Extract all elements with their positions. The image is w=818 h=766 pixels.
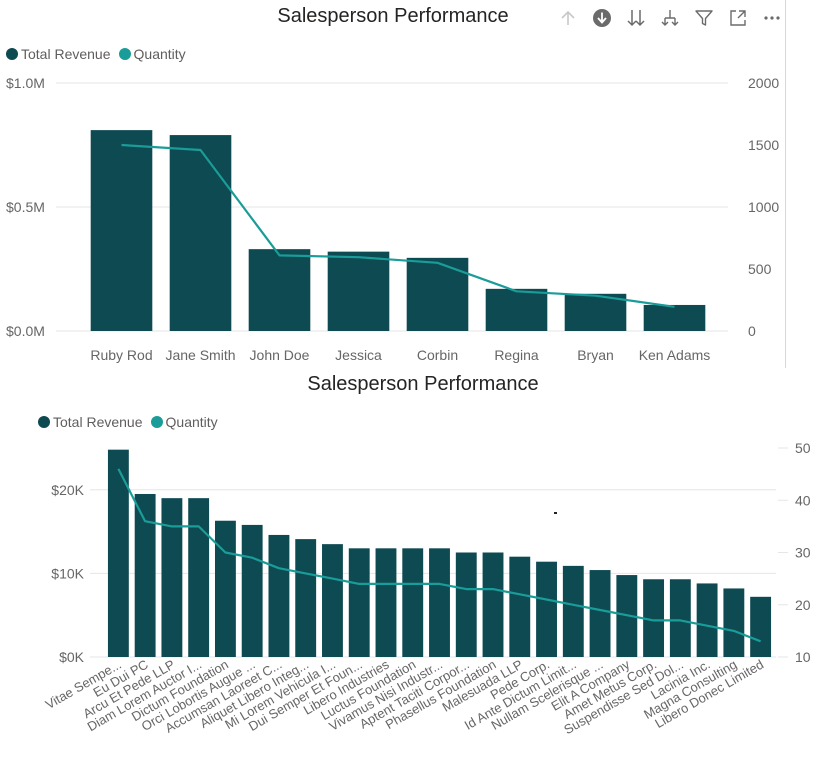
bar bbox=[589, 570, 611, 657]
chart-legend: Total Revenue Quantity bbox=[6, 46, 194, 62]
y-right-tick-label: 0 bbox=[748, 323, 756, 339]
y-left-tick-label: $0.0M bbox=[6, 323, 45, 339]
y-left-tick-label: $10K bbox=[51, 565, 84, 581]
focus-mode-icon[interactable] bbox=[726, 8, 750, 28]
bar bbox=[268, 534, 290, 657]
bottom-chart-panel: Salesperson Performance Total Revenue Qu… bbox=[0, 370, 818, 766]
bar bbox=[482, 552, 504, 657]
bar bbox=[643, 304, 706, 331]
bar bbox=[375, 548, 397, 657]
legend-item-quantity[interactable]: Quantity bbox=[150, 414, 218, 430]
bar bbox=[322, 544, 343, 657]
legend-dot-icon bbox=[6, 48, 18, 60]
bar bbox=[214, 520, 236, 657]
bar bbox=[562, 565, 584, 657]
legend-item-total-revenue[interactable]: Total Revenue bbox=[6, 46, 111, 62]
y-left-tick-label: $0.5M bbox=[6, 199, 45, 215]
x-tick-label: Corbin bbox=[417, 347, 458, 363]
bar bbox=[536, 561, 557, 657]
chart-title: Salesperson Performance bbox=[277, 5, 509, 27]
bar bbox=[295, 539, 317, 657]
bar bbox=[455, 552, 477, 657]
bar bbox=[750, 596, 772, 657]
more-options-icon[interactable] bbox=[760, 8, 784, 28]
x-tick-label: John Doe bbox=[250, 347, 310, 363]
bar bbox=[429, 548, 450, 657]
bar bbox=[107, 449, 129, 657]
x-tick-label: Jane Smith bbox=[165, 347, 235, 363]
drill-up-icon[interactable] bbox=[556, 8, 580, 28]
x-tick-label: Jessica bbox=[335, 347, 382, 363]
chart-title: Salesperson Performance bbox=[307, 373, 539, 395]
bar bbox=[348, 548, 370, 657]
y-right-tick-label: 40 bbox=[795, 492, 811, 508]
stray-mark bbox=[554, 512, 557, 514]
top-combo-chart[interactable]: $0.0M $0.5M $1.0M 0 500 1000 1500 2000 Ruby Rod J… bbox=[0, 0, 818, 370]
legend-dot-icon bbox=[118, 48, 131, 60]
bar bbox=[90, 130, 153, 331]
x-tick-label: Bryan bbox=[577, 347, 614, 363]
bar bbox=[485, 288, 548, 331]
bar bbox=[241, 524, 263, 657]
drill-down-on-icon[interactable] bbox=[590, 8, 614, 28]
bar bbox=[161, 498, 183, 657]
y-right-tick-label: 30 bbox=[795, 545, 811, 561]
bar bbox=[134, 493, 156, 657]
x-tick-label: Ken Adams bbox=[639, 347, 711, 363]
legend-item-total-revenue[interactable]: Total Revenue bbox=[38, 414, 143, 430]
visual-header-toolbar bbox=[556, 8, 794, 28]
bar bbox=[669, 579, 691, 657]
legend-dot-icon bbox=[150, 416, 163, 428]
legend-label: Total Revenue bbox=[21, 46, 111, 62]
bar bbox=[509, 556, 531, 657]
bar bbox=[402, 548, 424, 657]
y-left-tick-label: $0K bbox=[59, 649, 85, 665]
bar bbox=[696, 583, 718, 657]
y-left-tick-label: $20K bbox=[51, 482, 84, 498]
legend-label: Quantity bbox=[165, 414, 218, 430]
y-right-tick-label: 1000 bbox=[748, 199, 779, 215]
bar bbox=[188, 498, 210, 657]
expand-all-icon[interactable] bbox=[624, 8, 648, 28]
bar bbox=[643, 579, 665, 657]
y-right-tick-label: 20 bbox=[795, 597, 811, 613]
legend-item-quantity[interactable]: Quantity bbox=[118, 46, 186, 62]
quantity-line bbox=[121, 143, 675, 308]
bar bbox=[327, 251, 390, 331]
y-right-tick-label: 50 bbox=[795, 440, 811, 456]
bar bbox=[406, 257, 469, 331]
chart-legend: Total Revenue Quantity bbox=[38, 414, 226, 430]
y-right-tick-label: 2000 bbox=[748, 75, 779, 91]
panel-divider bbox=[785, 0, 786, 368]
bar bbox=[564, 293, 627, 331]
legend-label: Quantity bbox=[133, 46, 186, 62]
bar bbox=[169, 135, 232, 331]
x-tick-label: Ruby Rod bbox=[90, 347, 152, 363]
bar bbox=[248, 249, 311, 331]
top-chart-panel: Salesperson Performance Total Revenue bbox=[0, 0, 818, 370]
y-right-tick-label: 10 bbox=[795, 649, 811, 665]
x-tick-label: Regina bbox=[494, 347, 539, 363]
y-right-tick-label: 1500 bbox=[748, 137, 779, 153]
legend-label: Total Revenue bbox=[53, 414, 143, 430]
quantity-line bbox=[117, 468, 761, 643]
y-right-tick-label: 500 bbox=[748, 261, 772, 277]
filter-icon[interactable] bbox=[692, 8, 716, 28]
y-left-tick-label: $1.0M bbox=[6, 75, 45, 91]
bar bbox=[723, 588, 745, 657]
legend-dot-icon bbox=[38, 416, 50, 428]
expand-next-level-icon[interactable] bbox=[658, 8, 682, 28]
